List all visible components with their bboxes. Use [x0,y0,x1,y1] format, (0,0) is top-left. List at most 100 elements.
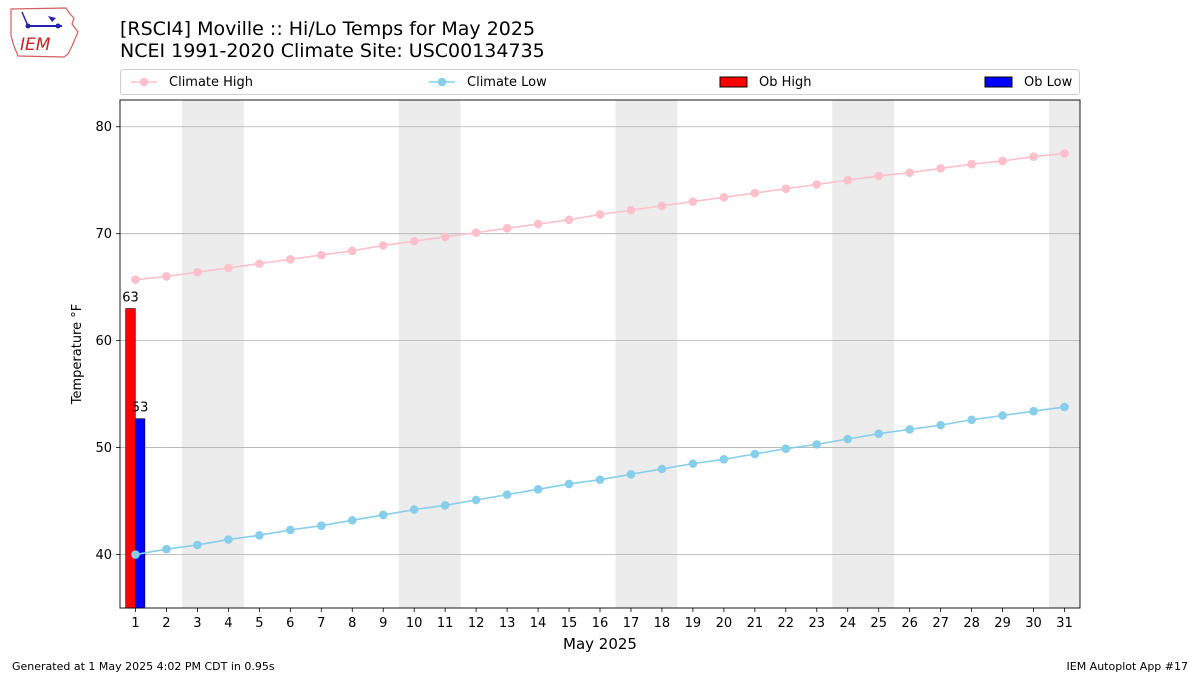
climate-high-point [1060,149,1069,158]
x-tick-label: 6 [286,616,294,631]
climate-high-point [812,180,822,189]
y-tick-label: 70 [95,227,112,242]
x-tick-label: 3 [193,616,201,631]
climate-high-point [409,236,419,246]
climate-high-point [874,171,884,181]
x-tick-label: 15 [561,616,578,631]
climate-low-point [193,540,202,550]
x-tick-label: 17 [623,616,640,631]
climate-low-point [533,484,543,494]
logo-wind-vane-shape [48,16,56,22]
x-tick-label: 19 [685,616,702,631]
x-tick-label: 24 [839,616,856,631]
climate-low-point [874,429,884,438]
chart-subtitle: NCEI 1991-2020 Climate Site: USC00134735 [120,40,545,62]
chart-title: [RSCI4] Moville :: Hi/Lo Temps for May 2… [120,18,536,40]
climate-low-point [750,449,760,459]
x-tick-label: 4 [224,616,232,631]
x-tick-label: 22 [778,616,795,631]
x-tick-label: 5 [255,616,263,631]
logo-mast-line [21,11,29,27]
climate-high-point [1029,152,1038,161]
climate-low-point [224,535,233,544]
x-tick-label: 2 [162,616,170,631]
x-tick-label: 8 [348,616,356,631]
climate-low-point [255,530,264,540]
climate-high-point [224,263,233,273]
y-axis-label: Temperature °F [70,304,85,405]
climate-low-point [688,459,698,468]
climate-low-point [502,490,512,499]
plot-frame [119,99,1081,609]
climate-high-point [564,215,574,225]
climate-low-point [719,455,729,464]
climate-high-point [967,159,976,169]
climate-high-point [719,193,729,202]
climate-low-point [1060,402,1069,412]
climate-low-point [657,464,667,474]
climate-high-point [378,241,388,250]
x-tick-label: 30 [1025,616,1042,631]
y-tick-label: 60 [95,334,112,349]
legend-label-ob-low: Ob Low [1024,74,1073,90]
climate-low-point [998,411,1007,420]
weekend-band [615,100,678,608]
legend-swatch-icon [719,76,748,88]
climate-low-point [564,479,574,489]
legend-label-ob-high: Ob High [759,74,812,90]
climate-high-point [533,219,543,229]
climate-low-point [286,525,295,535]
climate-low-point [905,425,914,434]
climate-high-point [255,259,264,268]
legend-item-ob-low: Ob Low [984,70,1072,94]
climate-high-point [626,205,636,215]
x-tick-label: 20 [716,616,733,631]
legend-line-marker-icon [131,77,157,87]
x-tick-label: 23 [809,616,826,631]
x-tick-label: 10 [406,616,423,631]
x-tick-label: 21 [747,616,764,631]
legend-item-ob-high: Ob High [719,70,812,94]
legend-line-marker-icon [429,77,455,87]
weekend-band [398,100,461,608]
climate-low-point [967,415,976,425]
x-tick-label: 14 [530,616,547,631]
x-tick-label: 18 [654,616,671,631]
x-tick-label: 27 [932,616,949,631]
x-tick-label: 12 [468,616,485,631]
climate-low-point [471,495,481,505]
climate-low-point [378,510,388,520]
weekend-band [832,100,895,608]
climate-high-point [316,250,326,260]
climate-low-point [1029,406,1038,416]
climate-low-point [626,470,636,479]
climate-low-point [316,521,326,530]
legend-item-climate-low: Climate Low [427,70,547,94]
logo-text: IEM [20,35,51,55]
logo-dot-b [55,23,61,29]
legend-label-climate-low: Climate Low [467,74,547,90]
x-tick-label: 11 [437,616,454,631]
climate-high-point [347,246,357,256]
x-tick-label: 9 [379,616,387,631]
ob-low-bar [134,418,146,609]
climate-low-point [440,501,450,510]
footer-app-text: IEM Autoplot App #17 [1066,660,1189,673]
climate-high-point [595,210,605,219]
climate-high-point [905,168,914,178]
climate-low-point [936,420,945,430]
climate-high-point [471,228,481,237]
climate-high-point [286,255,295,264]
weekend-band [1049,100,1080,608]
chart-legend: Climate High Climate Low Ob High Ob Low [120,69,1080,95]
climate-low-point [781,444,791,453]
climate-high-point [193,267,202,277]
climate-low-point [131,550,140,559]
y-tick-label: 40 [95,548,112,563]
climate-high-point [502,224,512,233]
x-tick-label: 13 [499,616,516,631]
legend-label-climate-high: Climate High [169,74,254,90]
climate-high-point [162,272,171,281]
climate-high-point [750,188,760,198]
ob-high-data-label: 63 [122,291,139,306]
